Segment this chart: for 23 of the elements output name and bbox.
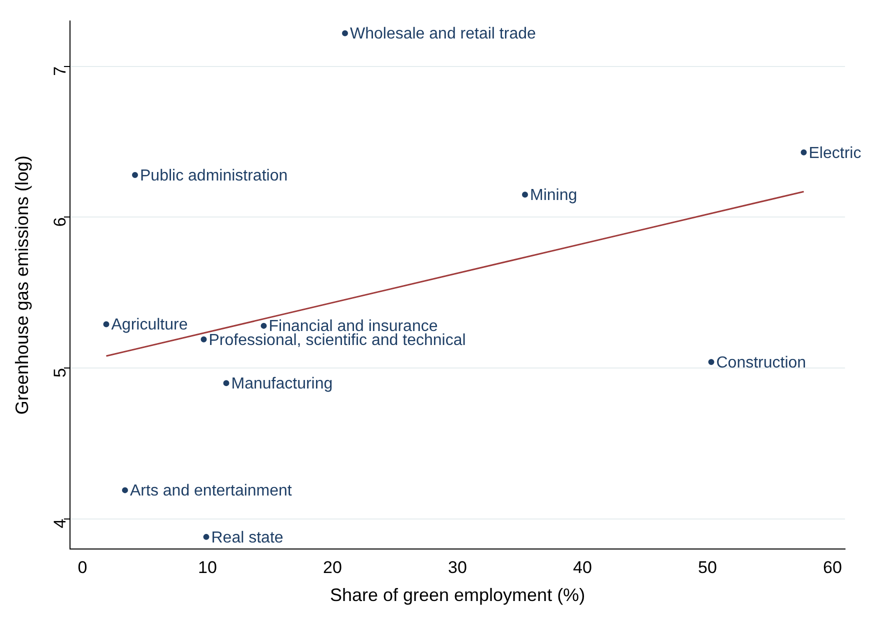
series-label: Agriculture — [111, 316, 188, 334]
y-tick-label: 6 — [50, 217, 70, 227]
x-tick-label: 10 — [198, 558, 217, 577]
series-label: Real state — [211, 529, 284, 546]
series-label: Mining — [530, 187, 578, 204]
series-label: Construction — [716, 354, 806, 372]
x-tick-label: 40 — [573, 558, 592, 577]
series-label: Wholesale and retail trade — [350, 26, 536, 43]
series-label: Arts and entertainment — [130, 482, 292, 500]
series-label: Electric — [808, 144, 862, 162]
y-tick-label: 4 — [50, 518, 70, 528]
series-label: Professional, scientific and technical — [208, 332, 466, 349]
x-tick-label: 60 — [823, 558, 842, 577]
x-tick-label: 50 — [698, 558, 717, 577]
x-tick-label: 20 — [323, 558, 342, 577]
series-label: Manufacturing — [231, 376, 333, 393]
x-tick-label: 30 — [448, 558, 467, 577]
y-axis-title: Greenhouse gas emissions (log) — [12, 156, 32, 415]
x-tick-label: 0 — [78, 558, 88, 577]
series-label: Public administration — [140, 167, 288, 184]
x-axis-title: Share of green employment (%) — [330, 585, 586, 606]
y-tick-label: 5 — [50, 368, 70, 378]
y-tick-label: 7 — [50, 66, 70, 76]
